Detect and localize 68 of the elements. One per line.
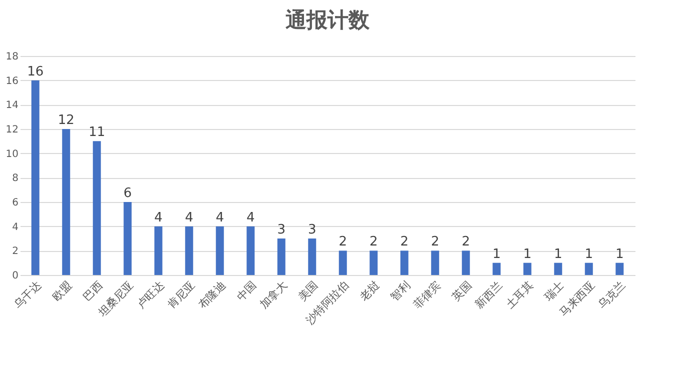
x-tick-label: 布隆迪 — [196, 278, 228, 312]
x-tick-label: 新西兰 — [472, 278, 506, 312]
data-label: 2 — [338, 234, 348, 250]
y-tick-label: 4 — [12, 222, 18, 233]
bar — [62, 129, 70, 275]
data-label: 1 — [584, 246, 594, 262]
bar — [31, 80, 40, 275]
data-label: 1 — [554, 246, 562, 262]
bar — [523, 262, 532, 275]
data-label: 2 — [430, 234, 440, 250]
x-tick-label: 乌克兰 — [596, 278, 628, 312]
y-tick-label: 16 — [6, 76, 18, 87]
data-label: 2 — [369, 234, 378, 250]
x-tick-label: 老挝 — [357, 278, 382, 304]
y-tick-label: 2 — [12, 246, 18, 258]
y-tick-label: 14 — [6, 100, 18, 112]
bar — [584, 262, 593, 275]
bar — [216, 226, 224, 275]
chart-title: 通报计数 — [284, 8, 370, 32]
data-label: 4 — [216, 210, 224, 226]
y-tick-label: 0 — [12, 270, 18, 282]
x-tick-label: 欧盟 — [50, 278, 75, 304]
bar — [462, 250, 470, 275]
x-tick-label: 智利 — [388, 278, 413, 304]
data-label: 12 — [58, 113, 74, 128]
bar — [277, 238, 286, 275]
data-label: 6 — [123, 186, 132, 201]
data-label: 1 — [523, 246, 532, 262]
bar — [554, 262, 562, 275]
y-tick-label: 10 — [6, 148, 18, 160]
x-tick-label: 瑞士 — [542, 278, 567, 304]
x-tick-label: 卢旺达 — [134, 278, 167, 312]
x-tick-label: 巴西 — [80, 278, 106, 304]
bar — [185, 226, 194, 275]
data-label: 2 — [462, 234, 470, 250]
bar — [154, 226, 162, 275]
y-tick-label: 6 — [12, 198, 18, 208]
bar — [616, 262, 624, 275]
x-tick-label: 中国 — [234, 278, 260, 304]
bar — [492, 262, 501, 275]
data-label: 4 — [184, 210, 194, 226]
y-tick-label: 18 — [6, 52, 18, 62]
data-label: 4 — [154, 210, 163, 226]
x-tick-label: 英国 — [450, 278, 474, 304]
bar — [431, 250, 440, 275]
bar — [92, 141, 101, 275]
data-label: 3 — [277, 222, 286, 238]
x-tick-label: 土耳其 — [503, 278, 536, 312]
x-tick-label: 乌干达 — [11, 278, 44, 312]
bar — [370, 250, 378, 275]
data-label: 16 — [27, 64, 44, 80]
y-tick-label: 12 — [6, 124, 18, 136]
data-label: 1 — [615, 246, 624, 262]
bar — [308, 238, 316, 275]
data-label: 3 — [308, 222, 316, 238]
bar — [246, 226, 255, 275]
x-tick-label: 加拿大 — [257, 278, 290, 312]
x-tick-label: 肯尼亚 — [165, 278, 198, 312]
x-tick-label: 美国 — [296, 278, 321, 304]
data-label: 11 — [88, 125, 106, 140]
data-label: 2 — [400, 234, 409, 250]
bar — [400, 250, 408, 275]
x-tick-label: 菲律宾 — [411, 278, 444, 312]
bar — [338, 250, 347, 275]
data-label: 1 — [492, 246, 501, 262]
y-tick-label: 8 — [12, 173, 18, 184]
bar — [124, 202, 132, 275]
data-label: 4 — [246, 210, 255, 226]
